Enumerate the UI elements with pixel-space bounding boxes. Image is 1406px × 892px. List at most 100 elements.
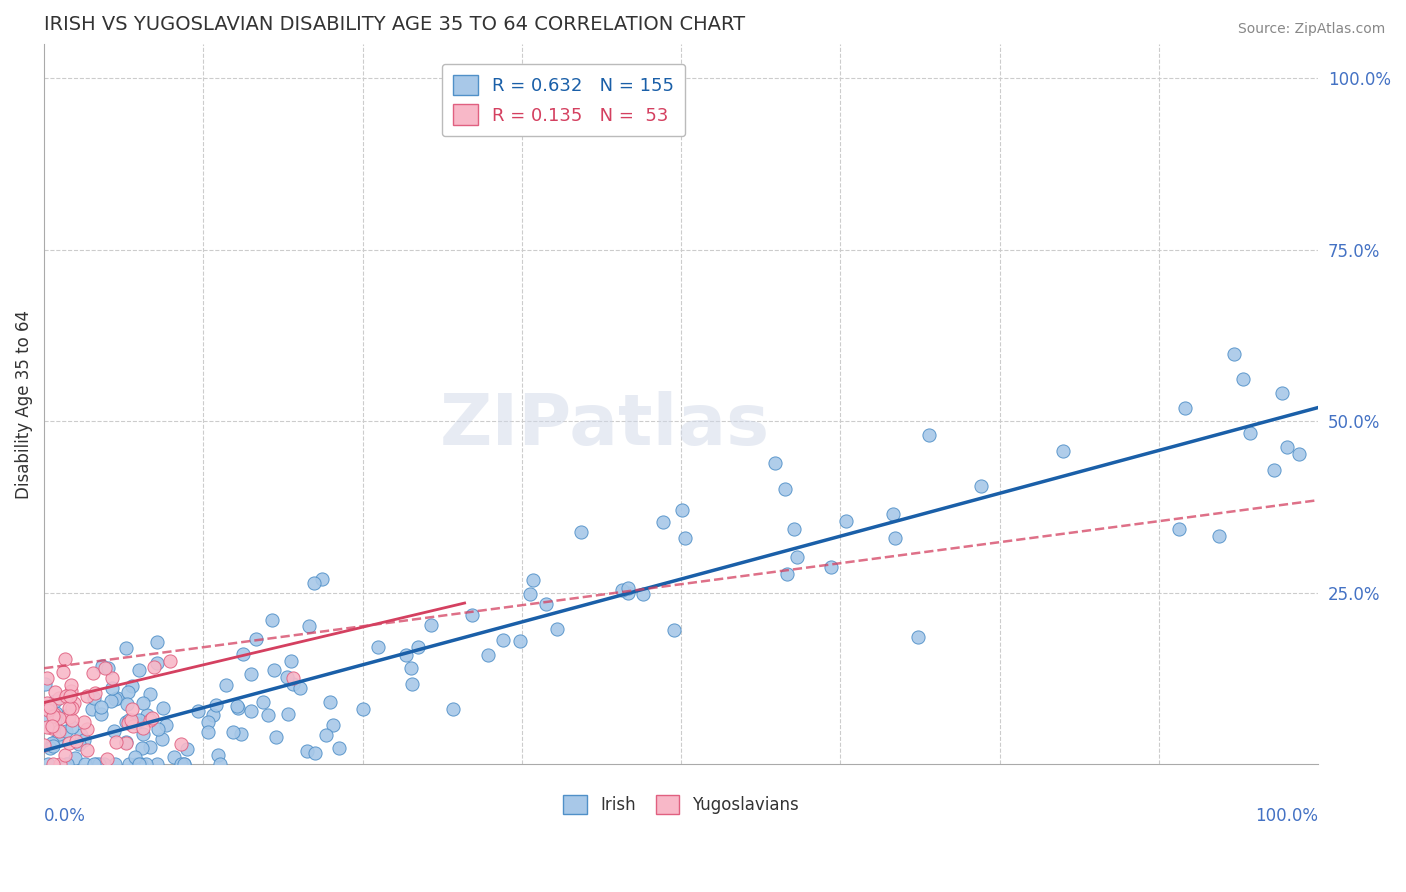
Point — [1271, 386, 1294, 401]
Point — [48, 723, 70, 738]
Point — [39, 741, 62, 756]
Point — [776, 567, 799, 582]
Point — [129, 757, 152, 772]
Point — [58, 700, 80, 714]
Point — [281, 677, 304, 691]
Point — [491, 632, 513, 647]
Point — [205, 698, 228, 712]
Point — [67, 737, 90, 751]
Point — [90, 659, 112, 673]
Point — [124, 750, 146, 764]
Point — [100, 681, 122, 696]
Point — [569, 524, 592, 539]
Point — [58, 708, 80, 723]
Point — [63, 696, 86, 710]
Point — [127, 757, 149, 772]
Point — [125, 715, 148, 730]
Point — [104, 691, 127, 706]
Point — [419, 618, 441, 632]
Point — [240, 704, 263, 718]
Point — [118, 757, 141, 772]
Point — [155, 717, 177, 731]
Point — [208, 757, 231, 772]
Point — [59, 690, 82, 704]
Point — [675, 531, 697, 545]
Point — [52, 665, 75, 679]
Point — [48, 727, 70, 741]
Point — [239, 667, 262, 681]
Point — [197, 714, 219, 729]
Point — [399, 661, 422, 675]
Point — [322, 717, 344, 731]
Point — [73, 733, 96, 747]
Point — [128, 663, 150, 677]
Point — [58, 710, 80, 724]
Point — [302, 575, 325, 590]
Point — [76, 689, 98, 703]
Point — [32, 738, 55, 752]
Point — [671, 503, 693, 517]
Point — [100, 693, 122, 707]
Point — [128, 713, 150, 727]
Point — [1208, 529, 1230, 543]
Point — [262, 614, 284, 628]
Text: IRISH VS YUGOSLAVIAN DISABILITY AGE 35 TO 64 CORRELATION CHART: IRISH VS YUGOSLAVIAN DISABILITY AGE 35 T… — [44, 15, 745, 34]
Point — [918, 428, 941, 442]
Point — [441, 702, 464, 716]
Point — [222, 725, 245, 739]
Point — [173, 757, 195, 772]
Point — [228, 700, 250, 714]
Point — [44, 715, 66, 730]
Point — [1263, 463, 1285, 477]
Point — [55, 757, 77, 772]
Point — [176, 742, 198, 756]
Point — [107, 690, 129, 705]
Point — [534, 597, 557, 611]
Point — [114, 715, 136, 730]
Point — [395, 648, 418, 662]
Point — [60, 701, 83, 715]
Point — [115, 735, 138, 749]
Point — [651, 515, 673, 529]
Point — [83, 691, 105, 706]
Point — [631, 587, 654, 601]
Point — [82, 666, 104, 681]
Point — [90, 700, 112, 714]
Point — [252, 695, 274, 709]
Text: Source: ZipAtlas.com: Source: ZipAtlas.com — [1237, 22, 1385, 37]
Text: ZIPatlas: ZIPatlas — [440, 392, 770, 460]
Point — [136, 708, 159, 723]
Point — [173, 757, 195, 772]
Point — [84, 757, 107, 772]
Point — [765, 456, 787, 470]
Point — [319, 695, 342, 709]
Point — [118, 713, 141, 727]
Point — [103, 724, 125, 739]
Point — [120, 713, 142, 727]
Point — [44, 694, 66, 708]
Point — [93, 757, 115, 772]
Point — [152, 701, 174, 715]
Point — [406, 640, 429, 654]
Point — [117, 684, 139, 698]
Point — [263, 663, 285, 677]
Point — [264, 731, 287, 745]
Point — [75, 757, 97, 772]
Point — [1232, 372, 1254, 386]
Point — [226, 698, 249, 713]
Point — [215, 678, 238, 692]
Point — [290, 681, 312, 695]
Point — [121, 702, 143, 716]
Point — [39, 700, 62, 714]
Point — [55, 652, 77, 666]
Point — [401, 676, 423, 690]
Point — [1239, 425, 1261, 440]
Point — [202, 707, 225, 722]
Point — [73, 714, 96, 729]
Point — [37, 757, 59, 772]
Point — [115, 736, 138, 750]
Point — [1275, 440, 1298, 454]
Point — [367, 640, 389, 654]
Point — [477, 648, 499, 662]
Point — [60, 713, 83, 727]
